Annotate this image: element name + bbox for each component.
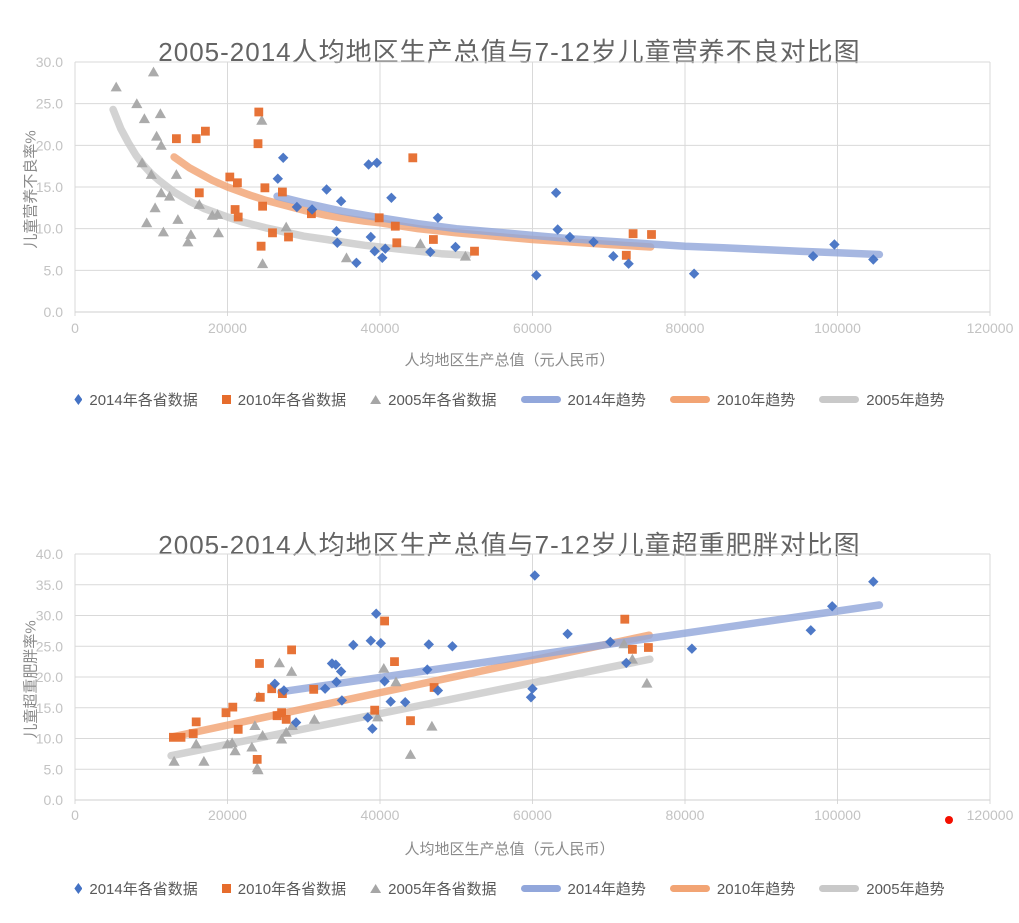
svg-text:120000: 120000 [967, 807, 1014, 823]
legend-item-2010-trend: 2010年趋势 [669, 878, 796, 899]
square-marker-icon [221, 884, 231, 893]
svg-text:40000: 40000 [361, 320, 400, 336]
legend-item-2014-data: 2014年各省数据 [74, 878, 198, 899]
svg-text:20.0: 20.0 [36, 137, 63, 153]
legend-item-2010-data: 2010年各省数据 [221, 878, 347, 899]
legend-label: 2005年各省数据 [388, 392, 497, 409]
triangle-marker-icon [370, 395, 382, 404]
svg-text:20.0: 20.0 [36, 669, 63, 685]
svg-text:60000: 60000 [513, 807, 552, 823]
svg-text:20000: 20000 [208, 807, 247, 823]
diamond-marker-icon [74, 883, 83, 894]
legend-label: 2005年趋势 [866, 392, 945, 409]
svg-text:40000: 40000 [361, 807, 400, 823]
svg-text:15.0: 15.0 [36, 700, 63, 716]
svg-text:25.0: 25.0 [36, 638, 63, 654]
trend-line-icon [669, 396, 710, 403]
legend-item-2014-trend: 2014年趋势 [520, 878, 646, 899]
legend-label: 2005年各省数据 [388, 881, 497, 898]
svg-text:25.0: 25.0 [36, 96, 63, 112]
legend-label: 2014年各省数据 [89, 881, 198, 898]
svg-text:35.0: 35.0 [36, 577, 63, 593]
legend-malnutrition: 2014年各省数据 2010年各省数据 2005年各省数据 2014年趋势 20… [0, 389, 1019, 410]
x-axis-title-gdp: 人均地区生产总值（元人民币） [404, 352, 615, 369]
legend-item-2005-trend: 2005年趋势 [819, 389, 945, 410]
svg-text:0: 0 [71, 320, 79, 336]
svg-text:80000: 80000 [666, 320, 705, 336]
triangle-marker-icon [370, 884, 382, 893]
legend-item-2005-data: 2005年各省数据 [370, 389, 497, 410]
red-dot-cursor [945, 816, 953, 824]
trend-line-icon [819, 885, 860, 892]
svg-text:5.0: 5.0 [44, 262, 64, 278]
svg-text:0.0: 0.0 [44, 792, 64, 808]
legend-item-2005-data: 2005年各省数据 [370, 878, 497, 899]
svg-text:30.0: 30.0 [36, 608, 63, 624]
svg-text:60000: 60000 [513, 320, 552, 336]
legend-label: 2010年各省数据 [237, 881, 347, 898]
legend-obesity: 2014年各省数据 2010年各省数据 2005年各省数据 2014年趋势 20… [0, 878, 1019, 899]
legend-label: 2010年各省数据 [237, 392, 347, 409]
legend-label: 2014年趋势 [567, 392, 646, 409]
plot-area-obesity: 0.0 5.0 10.0 15.0 20.0 25.0 30.0 35.0 40.0 0 20000… [36, 546, 1014, 823]
svg-text:120000: 120000 [967, 320, 1014, 336]
square-marker-icon [221, 395, 231, 404]
svg-text:15.0: 15.0 [36, 179, 63, 195]
trend-line-icon [669, 885, 710, 892]
legend-item-2005-trend: 2005年趋势 [819, 878, 945, 899]
x-axis-title-gdp: 人均地区生产总值（元人民币） [404, 841, 615, 858]
trend-line-icon [520, 396, 561, 403]
legend-item-2010-data: 2010年各省数据 [221, 389, 347, 410]
svg-text:30.0: 30.0 [36, 54, 63, 70]
svg-text:80000: 80000 [666, 807, 705, 823]
legend-label: 2014年趋势 [567, 881, 646, 898]
svg-text:100000: 100000 [814, 320, 861, 336]
legend-label: 2010年趋势 [716, 881, 796, 898]
svg-text:0.0: 0.0 [44, 304, 64, 320]
legend-item-2014-trend: 2014年趋势 [520, 389, 646, 410]
svg-text:100000: 100000 [814, 807, 861, 823]
legend-item-2010-trend: 2010年趋势 [669, 389, 796, 410]
svg-text:20000: 20000 [208, 320, 247, 336]
legend-item-2014-data: 2014年各省数据 [74, 389, 198, 410]
plot-area-malnutrition: 0.0 5.0 10.0 15.0 20.0 25.0 30.0 0 20000 40000 600… [36, 54, 1014, 336]
chart-title-obesity: 2005-2014人均地区生产总值与7-12岁儿童超重肥胖对比图 [158, 529, 861, 560]
svg-text:0: 0 [71, 807, 79, 823]
trend-line-icon [520, 885, 561, 892]
svg-text:5.0: 5.0 [44, 761, 64, 777]
svg-text:10.0: 10.0 [36, 221, 63, 237]
legend-label: 2010年趋势 [716, 392, 796, 409]
legend-label: 2014年各省数据 [89, 392, 198, 409]
svg-text:40.0: 40.0 [36, 546, 63, 562]
legend-label: 2005年趋势 [866, 881, 945, 898]
svg-text:10.0: 10.0 [36, 731, 63, 747]
trend-line-icon [819, 396, 860, 403]
diamond-marker-icon [74, 394, 83, 405]
